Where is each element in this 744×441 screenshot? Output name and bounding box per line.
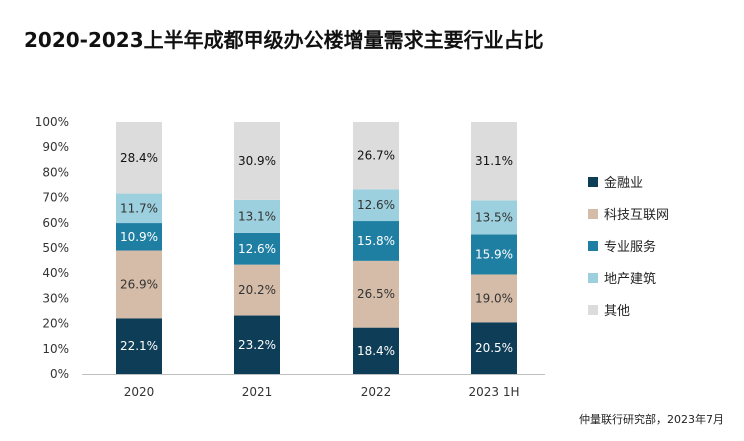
- bar-segment: [353, 122, 399, 190]
- y-axis: 0% 10% 20% 30% 40% 50% 60% 70% 80% 90% 100%: [35, 115, 69, 381]
- bar-segment: [353, 189, 399, 222]
- x-tick-label: 2021: [242, 385, 273, 399]
- bar-segment: [116, 193, 162, 224]
- bar-data-label: 20.5%: [475, 341, 513, 355]
- y-tick-label: 30%: [42, 291, 69, 305]
- legend-label: 其他: [604, 304, 630, 319]
- bar-segment: [234, 232, 280, 265]
- bar-data-label: 23.2%: [238, 338, 276, 352]
- bar-data-label: 26.7%: [357, 149, 395, 163]
- legend-swatch: [588, 209, 598, 219]
- x-tick-label: 2023 1H: [468, 385, 519, 399]
- bar-segment: [471, 200, 517, 235]
- y-tick-label: 70%: [42, 191, 69, 205]
- bar-segment: [471, 274, 517, 323]
- bar-data-label: 11.7%: [120, 201, 158, 215]
- bar-segment: [353, 221, 399, 261]
- bar-data-label: 19.0%: [475, 291, 513, 305]
- bar-data-label: 10.9%: [120, 230, 158, 244]
- legend-swatch: [588, 177, 598, 187]
- legend-swatch: [588, 273, 598, 283]
- y-tick-label: 0%: [50, 367, 69, 381]
- bar-data-label: 31.1%: [475, 154, 513, 168]
- bar-segment: [353, 327, 399, 374]
- legend-swatch: [588, 305, 598, 315]
- legend-label: 专业服务: [604, 239, 656, 255]
- bar-segment: [234, 122, 280, 200]
- bar-data-label: 30.9%: [238, 154, 276, 168]
- bar-data-label: 12.6%: [238, 242, 276, 256]
- y-tick-label: 100%: [35, 115, 69, 129]
- bar-data-label: 13.5%: [475, 210, 513, 224]
- bar-data-label: 22.1%: [120, 339, 158, 353]
- legend-swatch: [588, 241, 598, 251]
- bar-data-label: 13.1%: [238, 209, 276, 223]
- y-tick-label: 90%: [42, 140, 69, 154]
- bar-data-label: 15.9%: [475, 247, 513, 261]
- source-note: 仲量联行研究部，2023年7月: [579, 413, 724, 426]
- x-tick-label: 2022: [361, 385, 392, 399]
- bar-segment: [471, 322, 517, 374]
- bars: 22.1% 26.9% 10.9% 11.7% 28.4% 23.2% 20.2% 12.6%…: [116, 122, 517, 374]
- bar-data-label: 20.2%: [238, 283, 276, 297]
- y-tick-label: 40%: [42, 266, 69, 280]
- bar-segment: [116, 250, 162, 319]
- bar-segment: [116, 223, 162, 251]
- chart-title: 2020-2023上半年成都甲级办公楼增量需求主要行业占比: [24, 28, 544, 52]
- legend-label: 地产建筑: [604, 271, 656, 287]
- legend-label: 科技互联网: [604, 208, 669, 223]
- y-tick-label: 60%: [42, 216, 69, 230]
- y-tick-label: 50%: [42, 241, 69, 255]
- y-tick-label: 10%: [42, 342, 69, 356]
- bar-segment: [234, 199, 280, 233]
- y-tick-label: 20%: [42, 317, 69, 331]
- bar-data-label: 18.4%: [357, 344, 395, 358]
- bar-data-label: 15.8%: [357, 234, 395, 248]
- bar-segment: [116, 318, 162, 374]
- x-axis: 2020 2021 2022 2023 1H: [82, 374, 545, 399]
- bar-segment: [234, 315, 280, 374]
- bar-segment: [116, 122, 162, 194]
- bar-segment: [471, 122, 517, 201]
- bar-segment: [471, 234, 517, 275]
- bar-data-label: 26.9%: [120, 277, 158, 291]
- legend-label: 金融业: [604, 175, 643, 191]
- bar-data-label: 28.4%: [120, 151, 158, 165]
- bar-segment: [234, 264, 280, 316]
- bar-segment: [353, 260, 399, 328]
- x-tick-label: 2020: [124, 385, 155, 399]
- bar-data-label: 26.5%: [357, 287, 395, 301]
- y-tick-label: 80%: [42, 165, 69, 179]
- bar-data-label: 12.6%: [357, 198, 395, 212]
